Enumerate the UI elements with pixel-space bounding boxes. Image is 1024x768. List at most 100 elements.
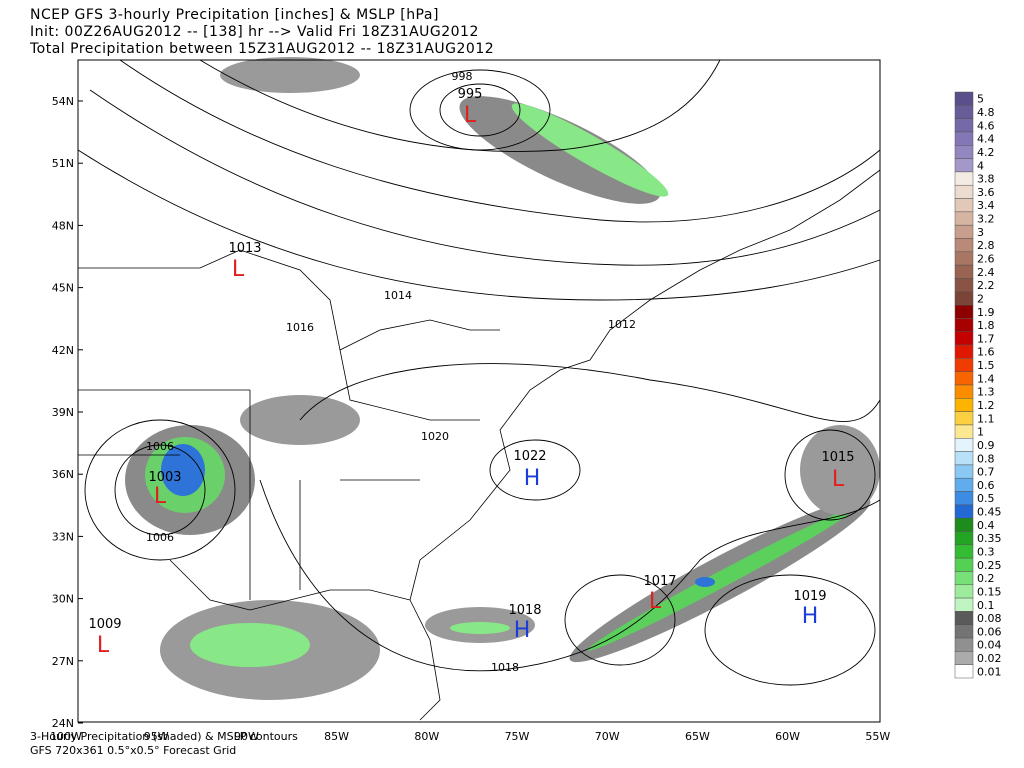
- colorbar-swatch: [954, 105, 974, 119]
- footer-line: 3-Hourly Precipitation (shaded) & MSLP c…: [30, 730, 298, 743]
- center-letter: L: [154, 484, 167, 509]
- center-pressure: 1018: [508, 603, 541, 618]
- colorbar-label: 5: [977, 93, 984, 106]
- center-pressure: 1019: [793, 589, 826, 604]
- lat-label: 36N: [52, 468, 74, 481]
- colorbar-swatch: [954, 145, 974, 159]
- colorbar-swatch: [954, 637, 974, 652]
- colorbar-label: 0.35: [977, 532, 1002, 545]
- lat-label: 30N: [52, 593, 74, 606]
- isobar: [704, 574, 876, 686]
- colorbar-swatch: [954, 504, 974, 519]
- colorbar-swatch: [954, 384, 974, 399]
- precip-area: [800, 425, 880, 515]
- colorbar-label: 0.25: [977, 559, 1002, 572]
- colorbar-label: 0.7: [977, 466, 995, 479]
- isobar: [89, 89, 881, 266]
- colorbar-swatch: [954, 584, 974, 599]
- isobar-label: 1006: [146, 440, 174, 453]
- colorbar-swatch: [954, 278, 974, 293]
- lat-label: 27N: [52, 655, 74, 668]
- colorbar-swatch: [954, 131, 974, 146]
- lat-label: 51N: [52, 157, 74, 170]
- isobar: [489, 439, 581, 501]
- colorbar-label: 0.9: [977, 439, 995, 452]
- colorbar-label: 1: [977, 426, 984, 439]
- lat-label: 42N: [52, 344, 74, 357]
- footer-line: GFS 720x361 0.5°x0.5° Forecast Grid: [30, 744, 236, 757]
- colorbar-swatch: [954, 491, 974, 506]
- colorbar-swatch: [954, 318, 974, 332]
- lon-label: 65W: [685, 730, 710, 743]
- isobar: [259, 479, 881, 672]
- colorbar-label: 4.6: [977, 119, 995, 132]
- coastlines: [78, 169, 881, 721]
- precip-area: [511, 103, 669, 197]
- lon-label: 75W: [505, 730, 530, 743]
- colorbar-swatch: [954, 291, 974, 306]
- center-letter: L: [97, 633, 110, 658]
- colorbar-label: 1.5: [977, 359, 995, 372]
- colorbar-label: 0.1: [977, 599, 995, 612]
- colorbar-swatch: [954, 438, 974, 452]
- isobar: [84, 419, 236, 561]
- isobar: [114, 444, 206, 536]
- isobar-label: 1016: [286, 321, 314, 334]
- coastline: [169, 169, 881, 721]
- colorbar-swatch: [954, 664, 974, 679]
- colorbar-swatch: [954, 571, 974, 586]
- lon-label: 85W: [324, 730, 349, 743]
- isobar: [784, 429, 876, 521]
- colorbar-label: 1.7: [977, 332, 995, 345]
- colorbar-swatch: [954, 477, 974, 492]
- isobar-label: 998: [452, 70, 473, 83]
- colorbar-swatch: [954, 344, 974, 359]
- colorbar-swatch: [954, 184, 974, 199]
- header-line: NCEP GFS 3-hourly Precipitation [inches]…: [30, 7, 439, 23]
- colorbar-label: 1.4: [977, 372, 995, 385]
- isobar: [199, 59, 721, 152]
- colorbar-label: 0.3: [977, 545, 995, 558]
- isobar-label: 1014: [384, 289, 412, 302]
- colorbar-swatch: [954, 358, 974, 372]
- colorbar-label: 2: [977, 292, 984, 305]
- center-letter: H: [524, 466, 541, 491]
- colorbar-label: 0.01: [977, 665, 1002, 678]
- colorbar-swatch: [954, 158, 974, 173]
- lat-label: 45N: [52, 282, 74, 295]
- center-letter: L: [832, 467, 845, 492]
- precip-area: [190, 623, 310, 667]
- isobars: [77, 59, 881, 686]
- colorbar-swatch: [954, 611, 974, 625]
- colorbar-label: 3.8: [977, 173, 995, 186]
- colorbar-label: 1.1: [977, 412, 995, 425]
- colorbar-label: 3.4: [977, 199, 995, 212]
- colorbar-label: 1.3: [977, 386, 995, 399]
- colorbar-swatch: [954, 171, 974, 186]
- colorbar-label: 0.06: [977, 625, 1002, 638]
- lon-label: 70W: [595, 730, 620, 743]
- colorbar-label: 3: [977, 226, 984, 239]
- lat-label: 48N: [52, 219, 74, 232]
- colorbar-label: 1.9: [977, 306, 995, 319]
- colorbar-label: 0.02: [977, 652, 1002, 665]
- colorbar-label: 0.04: [977, 639, 1002, 652]
- center-letter: L: [649, 589, 662, 614]
- colorbar-swatch: [954, 91, 974, 106]
- colorbar-label: 3.6: [977, 186, 995, 199]
- colorbar-swatch: [954, 371, 974, 386]
- colorbar-label: 2.8: [977, 239, 995, 252]
- center-letter: L: [464, 103, 477, 128]
- header-line: Init: 00Z26AUG2012 -- [138] hr --> Valid…: [30, 24, 479, 40]
- map-frame: [77, 59, 881, 723]
- precip-area: [161, 444, 205, 496]
- colorbar-label: 1.8: [977, 319, 995, 332]
- isobar: [77, 149, 881, 301]
- colorbar-label: 0.08: [977, 612, 1002, 625]
- center-pressure: 1017: [643, 574, 676, 589]
- colorbar-label: 0.2: [977, 572, 995, 585]
- isobar-label: 1006: [146, 531, 174, 544]
- precip-area: [220, 57, 360, 93]
- colorbar-label: 0.8: [977, 452, 995, 465]
- colorbar-swatch: [954, 331, 974, 346]
